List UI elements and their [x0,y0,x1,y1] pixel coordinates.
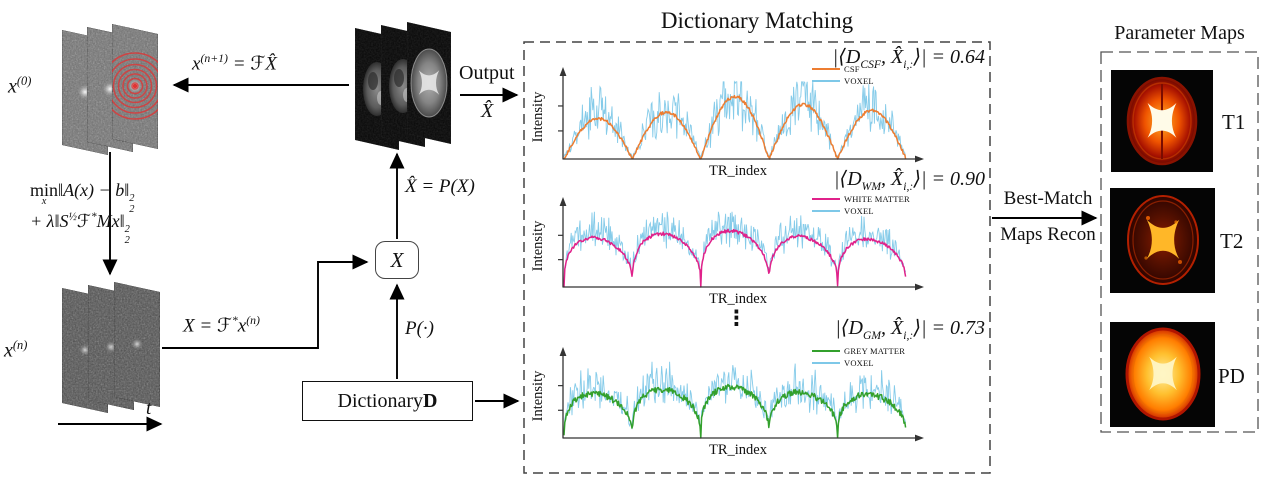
wm-legend-swatch [812,198,840,200]
gm-correlation-label: |⟨DGM, X̂i,:⟩| = 0.73 [835,317,985,342]
parameter-maps-title: Parameter Maps [1114,22,1245,44]
image-stacks [62,22,451,413]
output-xhat-label: X̂ [481,100,494,122]
voxel-legend-swatch [812,80,840,82]
wm-legend-label: WHITE MATTER [844,194,910,204]
gm-legend: GREY MATTER VOXEL [812,345,905,369]
best-match-label-line2: Maps Recon [1000,224,1096,245]
dictionary-matching-panel [523,41,991,474]
voxel-legend-label: VOXEL [844,76,874,86]
voxel-legend-label: VOXEL [844,358,874,368]
projection-operator-label: P(·) [405,318,435,339]
pd-map [1110,322,1215,427]
gm-ylabel: Intensity [530,370,546,422]
csf-correlation-label: |⟨DCSF, X̂i,:⟩| = 0.64 [832,46,985,71]
plot-white-matter [558,197,924,291]
t2-map-label: T2 [1220,229,1244,253]
csf-legend-label: CSF [844,64,860,74]
wm-correlation-label: |⟨DWM, X̂i,:⟩| = 0.90 [833,168,985,193]
parameter-maps-panel [1100,51,1259,433]
csf-legend: CSF VOXEL [812,63,874,87]
x0-kspace-stack [62,24,158,155]
xn-kspace-stack [62,282,160,413]
output-label: Output [459,62,515,84]
wm-legend: WHITE MATTER VOXEL [812,193,910,217]
voxel-legend-swatch [812,210,840,212]
recon-brain-stack [355,22,451,150]
t1-map-label: T1 [1222,110,1246,134]
gm-xlabel: TR_index [709,442,767,458]
voxel-legend-swatch [812,362,840,364]
csf-xlabel: TR_index [709,163,767,179]
transform-equation: X = ℱ*x(n) [183,314,260,337]
x0-label: x(0) [8,74,32,98]
data-fidelity-equation: min x ‖A(x) − b‖ 2 2 [30,180,135,215]
time-axis-label: t [146,398,152,419]
regularizer-equation: + λ‖S½ℱ*Mx‖ 2 2 [30,211,130,246]
gm-legend-swatch [812,350,840,352]
plot-grey-matter [558,347,924,442]
feedback-equation: x(n+1) = ℱX̂ [192,52,277,75]
xn-label: x(n) [4,338,28,362]
wm-ylabel: Intensity [530,220,546,272]
best-match-label-line1: Best-Match [1003,188,1093,209]
xn-to-xbox-arrow [162,254,369,349]
pd-map-label: PD [1218,364,1245,388]
t2-map [1110,188,1215,293]
csf-ylabel: Intensity [530,91,546,143]
dictionary-matching-title: Dictionary Matching [660,8,854,33]
plot-csf [558,67,924,163]
projection-equation: X̂ = P(X) [405,176,475,197]
dictionary-box: Dictionary D [302,381,473,421]
csf-legend-swatch [812,68,840,70]
wm-xlabel: TR_index [709,291,767,307]
voxel-legend-label: VOXEL [844,206,874,216]
ellipsis: ⋮ [726,306,747,330]
t1-map [1111,70,1213,172]
gm-legend-label: GREY MATTER [844,346,906,356]
x-variable-box: X [375,241,419,279]
flow-arrows [58,77,1098,432]
